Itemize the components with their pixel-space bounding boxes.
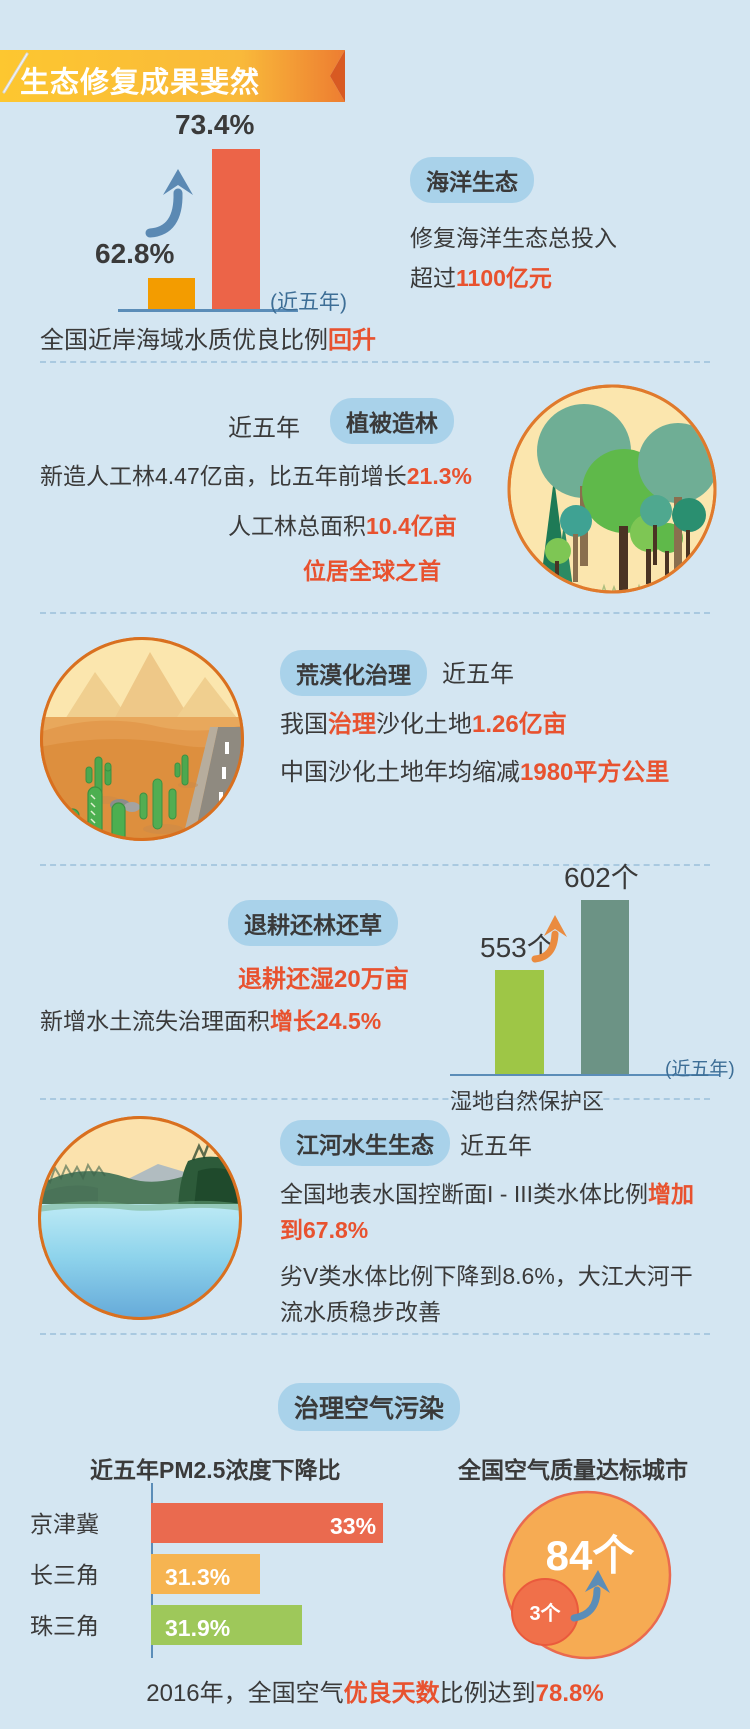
svg-text:3个: 3个 — [529, 1602, 561, 1625]
svg-text:84个: 84个 — [546, 1532, 635, 1579]
